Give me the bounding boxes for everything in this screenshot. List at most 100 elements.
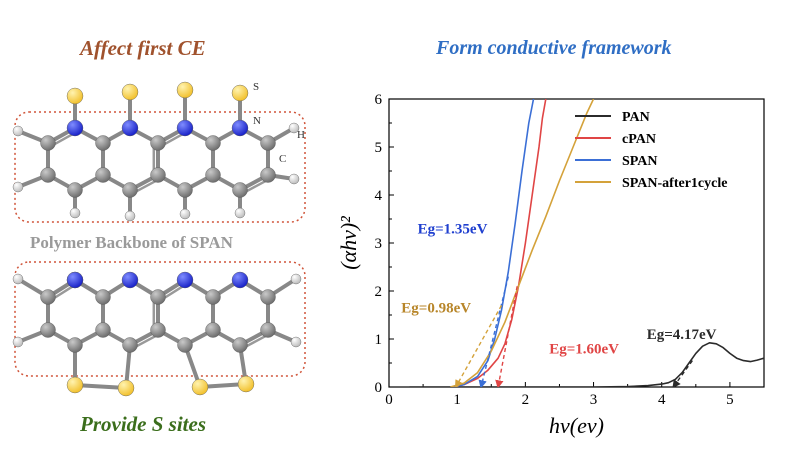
tangent-line [672, 360, 693, 387]
carbon-atom [67, 182, 83, 198]
heading-provide-s-sites: Provide S sites [80, 412, 206, 436]
legend-label: PAN [622, 110, 650, 125]
carbon-atom [95, 167, 111, 183]
atom-label-h: H [297, 129, 305, 141]
legend-label: SPAN [622, 154, 658, 169]
carbon-atom [177, 182, 193, 198]
x-tick-label: 3 [590, 392, 598, 408]
x-tick-label: 4 [658, 392, 666, 408]
hydrogen-atom [288, 173, 300, 185]
carbon-atom [150, 289, 166, 305]
hydrogen-atom [234, 207, 246, 219]
sulfur-atom [117, 379, 135, 397]
y-tick-label: 4 [375, 188, 383, 204]
carbon-atom [95, 135, 111, 151]
bandgap-annotation: Eg=1.60eV [549, 341, 619, 357]
x-tick-label: 0 [385, 392, 393, 408]
y-tick-label: 0 [375, 380, 383, 396]
heading-affect-first-ce: Affect first CE [80, 36, 206, 60]
series-line-cpan [453, 99, 547, 387]
carbon-atom [40, 289, 56, 305]
bandgap-annotation: Eg=1.35eV [418, 221, 488, 237]
bandgap-annotation: Eg=0.98eV [401, 301, 471, 317]
carbon-atom [260, 135, 276, 151]
sulfur-atom [191, 378, 209, 396]
sulfur-atom [66, 87, 84, 105]
y-tick-label: 5 [375, 140, 383, 156]
y-tick-label: 2 [375, 284, 383, 300]
x-tick-label: 5 [726, 392, 734, 408]
sulfur-atom [66, 376, 84, 394]
carbon-atom [177, 337, 193, 353]
nitrogen-atom [176, 119, 194, 137]
carbon-atom [150, 322, 166, 338]
bond [73, 383, 128, 390]
carbon-atom [95, 322, 111, 338]
y-tick-label: 3 [375, 236, 383, 252]
carbon-atom [260, 322, 276, 338]
sulfur-atom [176, 81, 194, 99]
heading-form-conductive-framework: Form conductive framework [436, 37, 672, 59]
hydrogen-atom [12, 273, 24, 285]
x-axis-label: hν(ev) [549, 413, 604, 438]
hydrogen-atom [179, 208, 191, 220]
tangent-line [454, 305, 503, 387]
series-line-span-after1cycle [450, 99, 595, 387]
nitrogen-atom [66, 271, 84, 289]
series-line-pan [409, 341, 764, 387]
hydrogen-atom [69, 207, 81, 219]
hydrogen-atom [12, 336, 24, 348]
y-tick-label: 1 [375, 332, 383, 348]
carbon-atom [260, 289, 276, 305]
nitrogen-atom [231, 271, 249, 289]
carbon-atom [205, 167, 221, 183]
carbon-atom [40, 135, 56, 151]
atom-label-n: N [253, 115, 261, 127]
atom-label-c: C [279, 153, 286, 165]
legend-label: cPAN [622, 132, 656, 147]
plot-area [409, 99, 764, 387]
carbon-atom [122, 337, 138, 353]
dotted-box-top [14, 111, 306, 223]
tangent-line [478, 276, 509, 387]
carbon-atom [205, 322, 221, 338]
hydrogen-atom [12, 181, 24, 193]
carbon-atom [232, 337, 248, 353]
carbon-atom [260, 167, 276, 183]
sulfur-atom [237, 375, 255, 393]
tangent-line [495, 286, 518, 387]
nitrogen-atom [121, 119, 139, 137]
x-tick-label: 2 [522, 392, 530, 408]
dotted-box-bottom [14, 261, 306, 377]
nitrogen-atom [231, 119, 249, 137]
hydrogen-atom [12, 125, 24, 137]
hydrogen-atom [290, 273, 302, 285]
y-tick-label: 6 [375, 92, 383, 108]
bandgap-annotation: Eg=4.17eV [647, 327, 717, 343]
nitrogen-atom [121, 271, 139, 289]
nitrogen-atom [66, 119, 84, 137]
hydrogen-atom [290, 336, 302, 348]
sulfur-atom [231, 84, 249, 102]
legend-label: SPAN-after1cycle [622, 176, 727, 191]
sulfur-atom [121, 83, 139, 101]
carbon-atom [95, 289, 111, 305]
carbon-atom [232, 182, 248, 198]
atom-label-s: S [253, 81, 259, 93]
carbon-atom [205, 289, 221, 305]
series-line-span [453, 99, 535, 387]
carbon-atom [205, 135, 221, 151]
carbon-atom [122, 182, 138, 198]
nitrogen-atom [176, 271, 194, 289]
carbon-atom [150, 135, 166, 151]
carbon-atom [67, 337, 83, 353]
x-tick-label: 1 [453, 392, 461, 408]
hydrogen-atom [124, 210, 136, 222]
carbon-atom [40, 322, 56, 338]
hydrogen-atom [288, 122, 300, 134]
backbone-label: Polymer Backbone of SPAN [30, 233, 233, 252]
carbon-atom [40, 167, 56, 183]
y-axis-label: (αhν)² [336, 216, 361, 270]
